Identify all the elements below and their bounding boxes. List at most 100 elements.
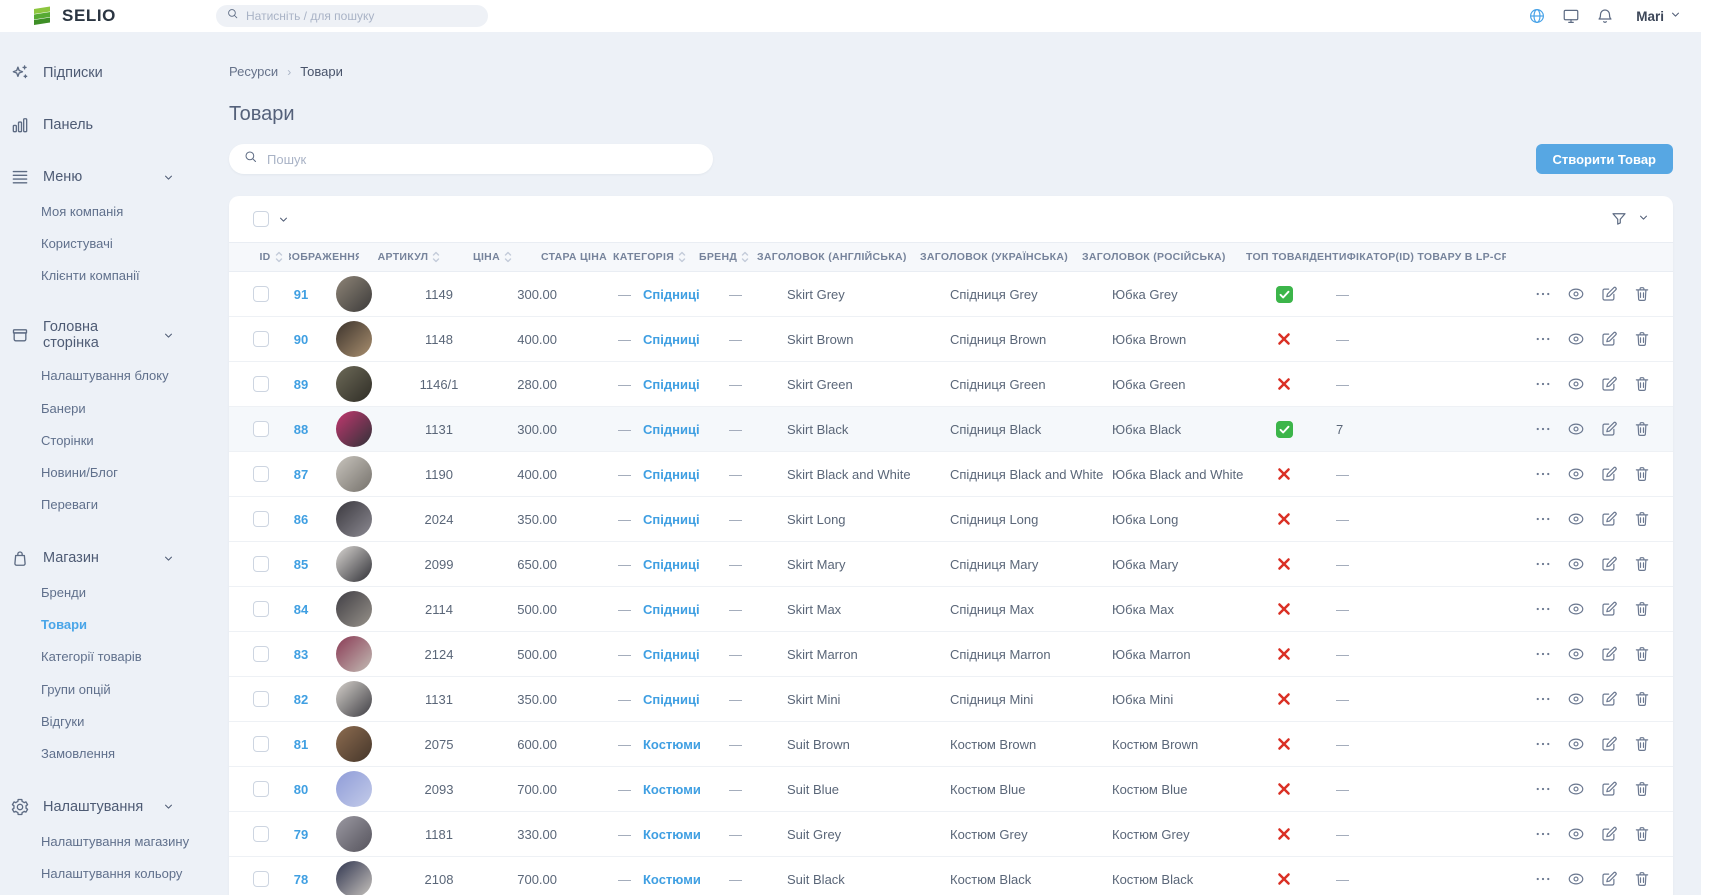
row-view-icon[interactable]	[1567, 600, 1585, 618]
create-product-button[interactable]: Створити Товар	[1535, 144, 1673, 174]
row-more-actions-icon[interactable]	[1536, 645, 1552, 663]
row-more-actions-icon[interactable]	[1536, 285, 1552, 303]
sidebar-subitem[interactable]: Групи опцій	[41, 681, 111, 697]
product-category[interactable]: Спідниці	[643, 556, 700, 572]
sidebar-subitem[interactable]: Бренди	[41, 585, 87, 601]
product-id-link[interactable]: 83	[293, 646, 309, 662]
row-more-actions-icon[interactable]	[1536, 330, 1552, 348]
row-delete-icon[interactable]	[1633, 285, 1651, 303]
row-more-actions-icon[interactable]	[1536, 735, 1552, 753]
sidebar-subitem[interactable]: Клієнти компанії	[41, 268, 140, 284]
row-more-actions-icon[interactable]	[1536, 465, 1552, 483]
sidebar-subitem[interactable]: Користувачі	[41, 236, 113, 252]
row-edit-icon[interactable]	[1600, 465, 1618, 483]
product-id-link[interactable]: 84	[293, 601, 309, 617]
row-edit-icon[interactable]	[1600, 690, 1618, 708]
row-delete-icon[interactable]	[1633, 465, 1651, 483]
row-edit-icon[interactable]	[1600, 600, 1618, 618]
column-header-id[interactable]: ID	[253, 250, 289, 264]
row-view-icon[interactable]	[1567, 330, 1585, 348]
column-header-brand[interactable]: БРЕНД	[699, 250, 757, 264]
row-view-icon[interactable]	[1567, 645, 1585, 663]
sidebar-subitem[interactable]: Замовлення	[41, 745, 116, 761]
product-id-link[interactable]: 79	[293, 826, 309, 842]
product-category[interactable]: Спідниці	[643, 421, 700, 437]
row-more-actions-icon[interactable]	[1536, 375, 1552, 393]
product-category[interactable]: Спідниці	[643, 331, 700, 347]
monitor-icon[interactable]	[1562, 7, 1580, 25]
row-view-icon[interactable]	[1567, 825, 1585, 843]
row-checkbox[interactable]	[253, 826, 269, 842]
row-view-icon[interactable]	[1567, 420, 1585, 438]
select-all-checkbox[interactable]	[253, 211, 269, 227]
row-checkbox[interactable]	[253, 466, 269, 482]
global-search-input[interactable]	[246, 9, 479, 23]
user-menu[interactable]: Mari	[1636, 7, 1681, 25]
row-checkbox[interactable]	[253, 511, 269, 527]
row-more-actions-icon[interactable]	[1536, 825, 1552, 843]
row-edit-icon[interactable]	[1600, 375, 1618, 393]
filter-funnel-icon[interactable]	[1610, 210, 1628, 228]
row-checkbox[interactable]	[253, 736, 269, 752]
sidebar-subitem[interactable]: Мовні налаштування	[41, 890, 199, 895]
product-category[interactable]: Спідниці	[643, 601, 700, 617]
row-delete-icon[interactable]	[1633, 690, 1651, 708]
sidebar-subitem[interactable]: Банери	[41, 400, 86, 416]
row-view-icon[interactable]	[1567, 870, 1585, 888]
row-edit-icon[interactable]	[1600, 870, 1618, 888]
sidebar-subitem[interactable]: Налаштування кольору	[41, 866, 183, 882]
row-more-actions-icon[interactable]	[1536, 780, 1552, 798]
row-checkbox[interactable]	[253, 376, 269, 392]
sidebar-subitem[interactable]: Налаштування магазину	[41, 833, 190, 849]
row-view-icon[interactable]	[1567, 735, 1585, 753]
row-checkbox[interactable]	[253, 691, 269, 707]
row-edit-icon[interactable]	[1600, 825, 1618, 843]
sidebar-subitem[interactable]: Відгуки	[41, 713, 85, 729]
product-category[interactable]: Спідниці	[643, 691, 700, 707]
row-edit-icon[interactable]	[1600, 645, 1618, 663]
row-delete-icon[interactable]	[1633, 600, 1651, 618]
row-edit-icon[interactable]	[1600, 735, 1618, 753]
row-edit-icon[interactable]	[1600, 285, 1618, 303]
row-checkbox[interactable]	[253, 556, 269, 572]
row-more-actions-icon[interactable]	[1536, 690, 1552, 708]
row-more-actions-icon[interactable]	[1536, 555, 1552, 573]
sidebar-item-menu[interactable]: Меню	[8, 162, 176, 192]
row-more-actions-icon[interactable]	[1536, 600, 1552, 618]
row-edit-icon[interactable]	[1600, 780, 1618, 798]
row-checkbox[interactable]	[253, 646, 269, 662]
sidebar-subitem[interactable]: Товари	[41, 617, 88, 633]
sidebar-item-sparkles[interactable]: Підписки	[8, 58, 176, 88]
product-id-link[interactable]: 80	[293, 781, 309, 797]
row-checkbox[interactable]	[253, 286, 269, 302]
product-category[interactable]: Спідниці	[643, 646, 700, 662]
sidebar-subitem[interactable]: Переваги	[41, 496, 99, 512]
row-more-actions-icon[interactable]	[1536, 870, 1552, 888]
row-delete-icon[interactable]	[1633, 735, 1651, 753]
row-checkbox[interactable]	[253, 601, 269, 617]
row-edit-icon[interactable]	[1600, 420, 1618, 438]
row-view-icon[interactable]	[1567, 690, 1585, 708]
row-view-icon[interactable]	[1567, 465, 1585, 483]
product-id-link[interactable]: 85	[293, 556, 309, 572]
row-checkbox[interactable]	[253, 331, 269, 347]
breadcrumb-link-resources[interactable]: Ресурси	[229, 64, 279, 79]
row-checkbox[interactable]	[253, 781, 269, 797]
row-delete-icon[interactable]	[1633, 870, 1651, 888]
row-delete-icon[interactable]	[1633, 780, 1651, 798]
product-id-link[interactable]: 78	[293, 871, 309, 887]
column-header-price[interactable]: ЦІНА	[459, 250, 541, 264]
row-view-icon[interactable]	[1567, 780, 1585, 798]
global-search[interactable]	[216, 5, 489, 27]
product-id-link[interactable]: 88	[293, 421, 309, 437]
row-edit-icon[interactable]	[1600, 555, 1618, 573]
row-delete-icon[interactable]	[1633, 375, 1651, 393]
row-edit-icon[interactable]	[1600, 510, 1618, 528]
product-category[interactable]: Спідниці	[643, 376, 700, 392]
product-id-link[interactable]: 89	[293, 376, 309, 392]
products-search-input[interactable]	[267, 151, 699, 167]
row-delete-icon[interactable]	[1633, 645, 1651, 663]
row-view-icon[interactable]	[1567, 375, 1585, 393]
row-edit-icon[interactable]	[1600, 330, 1618, 348]
product-category[interactable]: Спідниці	[643, 511, 700, 527]
